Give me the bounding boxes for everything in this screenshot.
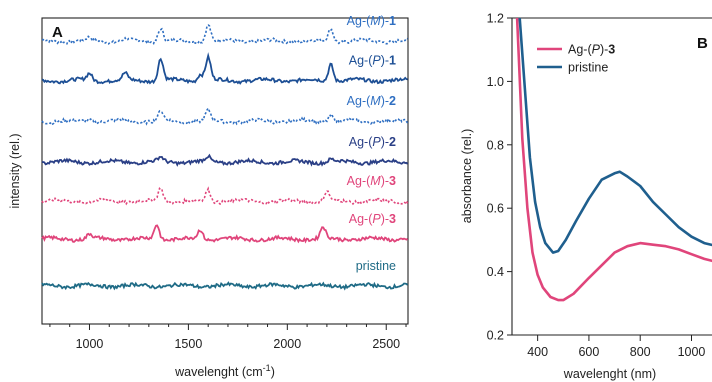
- panel-a-trace-label: Ag-(P)-1: [349, 53, 396, 67]
- panel-b-x-tick-label: 600: [578, 345, 599, 359]
- panel-b-legend-label: Ag-(P)-3: [568, 43, 615, 57]
- panel-a-x-tick-label: 2000: [273, 337, 301, 351]
- panel-a-letter: A: [52, 24, 63, 41]
- panel-b-y-tick-label: 0.2: [487, 329, 504, 343]
- panel-a-trace: [41, 224, 409, 244]
- panel-a-trace-label: Ag-(P)-2: [349, 135, 396, 149]
- panel-b-x-axis-label: wavelenght (nm): [563, 367, 656, 381]
- panel-b-lines: [515, 17, 712, 302]
- panel-b-y-tick-label: 0.4: [487, 265, 504, 279]
- panel-a-trace: [41, 106, 409, 126]
- panel-a-trace-label: Ag-(M)-2: [347, 94, 396, 108]
- panel-b-line: [518, 17, 712, 254]
- panel-b-y-tick-label: 0.6: [487, 202, 504, 216]
- panel-b-line: [515, 17, 712, 302]
- panel-b-y-tick-label: 1.2: [487, 12, 504, 26]
- panel-b-y-axis-label: absorbance (rel.): [460, 129, 474, 224]
- panel-a-frame: [41, 17, 409, 325]
- panel-a-x-tick-label: 1000: [76, 337, 104, 351]
- panel-b-legend-label: pristine: [568, 61, 608, 75]
- panel-b-x-tick-label: 800: [630, 345, 651, 359]
- panel-b-x-tick-label: 400: [527, 345, 548, 359]
- panel-b-letter: B: [697, 35, 708, 52]
- panel-a-trace-label: Ag-(M)-1: [347, 14, 396, 28]
- panel-a-x-tick-label: 2500: [372, 337, 400, 351]
- panel-a-trace: [41, 24, 408, 45]
- panel-b-y-tick-label: 1.0: [487, 75, 504, 89]
- panel-a-trace-label: Ag-(M)-3: [347, 174, 396, 188]
- panel-a-trace-label: pristine: [356, 259, 396, 273]
- panel-a: A 1000 1500 2000 2500 Ag-(M)-1Ag-(P)-1Ag-(M…: [8, 14, 409, 379]
- panel-a-trace-labels: Ag-(M)-1 Ag-(P)-1 Ag-(M)-2 Ag-(P)-2 Ag-(M)-3…: [347, 14, 396, 273]
- panel-a-trace-label: Ag-(P)-3: [349, 212, 396, 226]
- panel-b-x-tick-label: 1000: [678, 345, 706, 359]
- panel-a-x-tick-label: 1500: [174, 337, 202, 351]
- panel-b-y-tick-label: 0.8: [487, 138, 504, 152]
- panel-a-x-axis: 1000 1500 2000 2500: [49, 324, 407, 351]
- panel-b-axes: 0.2 0.4 0.6 0.8 1.0 1.2 400 600 800 1000: [487, 12, 706, 360]
- panel-a-x-axis-label: wavelenght (cm-1): [174, 363, 275, 379]
- panel-a-traces: [41, 24, 409, 291]
- panel-a-trace: [41, 52, 408, 85]
- panel-b-legend: Ag-(P)-3 pristine: [537, 43, 615, 75]
- panel-a-y-axis-label: intensity (rel.): [8, 133, 22, 208]
- panel-b: B 0.2 0.4 0.6 0.8 1.0 1.2 400 600 800 1000 Ag-(P)…: [460, 12, 712, 381]
- panel-a-trace: [41, 281, 409, 291]
- panel-a-trace: [41, 153, 409, 167]
- panel-a-trace: [41, 186, 409, 206]
